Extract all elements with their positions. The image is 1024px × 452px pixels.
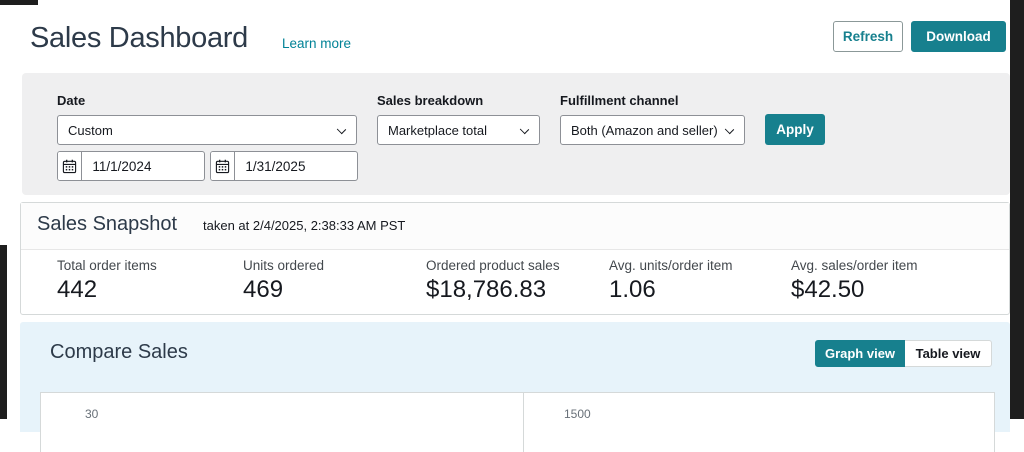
filter-bar: Date Custom [22, 73, 1010, 195]
end-date-input[interactable] [235, 152, 357, 180]
metric-avg-units-per-order: Avg. units/order item 1.06 [609, 258, 733, 304]
date-filter-label: Date [57, 93, 86, 108]
calendar-icon[interactable] [58, 152, 83, 180]
metric-total-order-items: Total order items 442 [57, 258, 157, 304]
metric-value: $18,786.83 [426, 276, 547, 303]
right-chart-axis-tick: 1500 [564, 407, 591, 421]
metric-label: Avg. sales/order item [791, 258, 918, 273]
compare-sales-section: Compare Sales Graph view Table view 30 1… [20, 322, 1010, 452]
end-date-field[interactable] [210, 151, 358, 181]
window-edge-right [1010, 0, 1024, 419]
compare-sales-chart-panel: 30 1500 [40, 392, 995, 452]
metric-label: Units ordered [243, 258, 325, 273]
metric-avg-sales-per-order: Avg. sales/order item $42.50 [791, 258, 918, 304]
refresh-button[interactable]: Refresh [833, 21, 903, 52]
compare-sales-title: Compare Sales [50, 341, 188, 363]
refresh-button-label: Refresh [842, 29, 894, 44]
fulfillment-channel-selected-value: Both (Amazon and seller) [571, 122, 718, 138]
download-button[interactable]: Download [911, 21, 1006, 52]
sales-snapshot-card: Sales Snapshot taken at 2/4/2025, 2:38:3… [20, 202, 1010, 315]
fulfillment-channel-select[interactable]: Both (Amazon and seller) [560, 115, 745, 145]
date-range-selected-value: Custom [68, 122, 113, 138]
learn-more-link[interactable]: Learn more [282, 36, 352, 51]
graph-view-button[interactable]: Graph view [815, 340, 905, 367]
apply-button[interactable]: Apply [765, 114, 825, 145]
metric-ordered-product-sales: Ordered product sales $18,786.83 [426, 258, 560, 304]
metric-value: 469 [243, 276, 284, 303]
metric-value: $42.50 [791, 276, 865, 303]
chevron-down-icon [519, 124, 530, 135]
download-button-label: Download [926, 29, 991, 44]
fulfillment-channel-label: Fulfillment channel [560, 93, 679, 108]
snapshot-timestamp: taken at 2/4/2025, 2:38:33 AM PST [203, 218, 406, 233]
page-title: Sales Dashboard [30, 22, 248, 54]
chevron-down-icon [336, 124, 347, 135]
calendar-icon[interactable] [211, 152, 236, 180]
sales-breakdown-selected-value: Marketplace total [388, 122, 487, 138]
chart-panel-divider [523, 393, 524, 452]
graph-view-label: Graph view [824, 346, 896, 361]
metric-units-ordered: Units ordered 469 [243, 258, 324, 304]
metric-label: Avg. units/order item [609, 258, 733, 273]
sales-snapshot-header: Sales Snapshot taken at 2/4/2025, 2:38:3… [21, 203, 1009, 250]
sales-breakdown-select[interactable]: Marketplace total [377, 115, 540, 145]
sales-breakdown-label: Sales breakdown [377, 93, 484, 108]
table-view-label: Table view [915, 346, 981, 361]
start-date-input[interactable] [82, 152, 204, 180]
window-edge-top [0, 0, 38, 5]
window-edge-left [0, 245, 7, 419]
left-chart-axis-tick: 30 [85, 407, 99, 421]
start-date-field[interactable] [57, 151, 205, 181]
metric-value: 442 [57, 276, 98, 303]
metric-label: Total order items [57, 258, 157, 273]
metric-value: 1.06 [609, 276, 656, 303]
sales-snapshot-title: Sales Snapshot [37, 213, 178, 235]
date-range-select[interactable]: Custom [57, 115, 357, 145]
metric-label: Ordered product sales [426, 258, 560, 273]
chevron-down-icon [724, 124, 735, 135]
table-view-button[interactable]: Table view [905, 340, 992, 367]
